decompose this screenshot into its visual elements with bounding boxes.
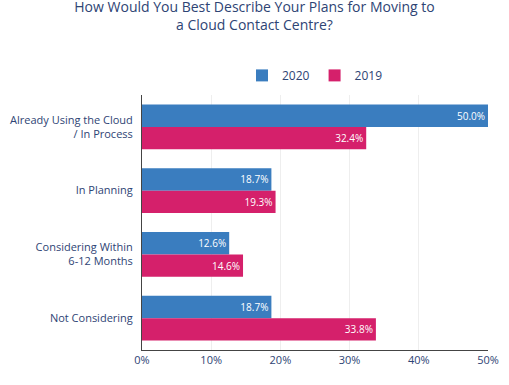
svg-text:2020: 2020 [282, 67, 310, 84]
svg-text:32.4%: 32.4% [335, 131, 363, 145]
svg-text:How Would You Best Describe Yo: How Would You Best Describe Your Plans f… [74, 0, 434, 34]
svg-text:30%: 30% [339, 352, 361, 367]
svg-text:50%: 50% [477, 352, 499, 367]
svg-text:Already Using the Cloud/ In Pr: Already Using the Cloud/ In Process [10, 112, 133, 141]
svg-text:33.8%: 33.8% [345, 322, 373, 336]
svg-text:40%: 40% [408, 352, 430, 367]
svg-text:50.0%: 50.0% [457, 109, 485, 123]
svg-text:Not Considering: Not Considering [50, 310, 133, 325]
svg-text:18.7%: 18.7% [240, 300, 268, 314]
svg-text:In Planning: In Planning [76, 182, 133, 197]
svg-text:20%: 20% [270, 352, 292, 367]
svg-text:19.3%: 19.3% [245, 195, 273, 209]
svg-text:2019: 2019 [355, 67, 383, 84]
svg-text:18.7%: 18.7% [240, 172, 268, 186]
svg-text:12.6%: 12.6% [198, 236, 226, 250]
svg-text:Considering Within6-12 Months: Considering Within6-12 Months [36, 239, 133, 268]
svg-text:0%: 0% [134, 352, 149, 367]
svg-text:10%: 10% [200, 352, 222, 367]
svg-text:14.6%: 14.6% [212, 259, 240, 273]
